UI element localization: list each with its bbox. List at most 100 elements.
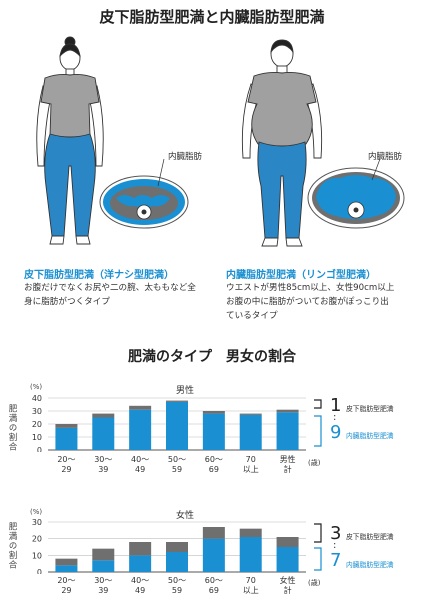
ratio-visceral-female: 7: [330, 550, 342, 571]
y-tick-label: 10: [32, 433, 42, 442]
chart-title-male: 男性: [175, 386, 194, 396]
woman-figure: [36, 36, 104, 245]
ratio-label-subcutaneous-male: 皮下脂肪型肥満: [346, 405, 394, 413]
bar-subcutaneous: [55, 558, 78, 566]
visceral-desc-line: お腹の中に脂肪がついてお腹がぽっこり出: [226, 297, 389, 307]
x-tick-label-line: 30～: [94, 455, 113, 464]
x-tick-label: 30～ 39: [89, 576, 117, 596]
subcutaneous-desc-line: お腹だけでなくお尻や二の腕、太ももなど全: [24, 283, 196, 293]
x-tick-label-line: 60～: [204, 455, 223, 464]
subcutaneous-heading: 皮下脂肪型肥満（洋ナシ型肥満）: [24, 270, 174, 281]
cross-section-visceral: [307, 167, 405, 229]
x-tick-label-line: 39: [98, 465, 109, 474]
x-tick-label-line: 70: [245, 455, 256, 464]
x-tick-label-line: 以上: [242, 586, 259, 595]
bar-subcutaneous: [166, 542, 188, 552]
unit-female: (%): [30, 508, 43, 516]
x-tick-label: 20～ 29: [52, 576, 80, 596]
x-tick-label-line: 49: [135, 586, 146, 595]
x-tick-label-line: 29: [61, 586, 72, 595]
x-tick-label: 70 以上: [237, 576, 265, 596]
xaxis-female: 20～ 29 30～ 39 40～ 49 50～ 59 60～ 69 70 以上 女性計: [0, 576, 424, 598]
x-tick-label-line: 69: [208, 465, 219, 474]
bar-subcutaneous: [92, 548, 115, 561]
y-tick-label: 30: [32, 518, 42, 527]
x-tick-label: 60～ 69: [200, 455, 228, 475]
x-tick-label-line: 59: [171, 465, 183, 474]
ratio-bracket-male: [314, 399, 322, 447]
visceral-desc-line: ているタイプ: [226, 311, 278, 321]
bar-subcutaneous: [202, 527, 225, 539]
y-tick-label: 10: [32, 551, 42, 560]
x-tick-label-line: 計: [283, 465, 292, 474]
chart-title-female: 女性: [175, 511, 194, 521]
y-tick-label: 20: [32, 420, 42, 429]
bar-subcutaneous: [55, 424, 78, 428]
ratio-bracket-female: [314, 523, 322, 571]
x-tick-label-line: 計: [283, 586, 292, 595]
bar-visceral: [92, 417, 115, 450]
bar-subcutaneous: [129, 405, 152, 410]
subcutaneous-desc-line: 身に脂肪がつくタイプ: [24, 297, 110, 307]
bar-subcutaneous: [239, 413, 262, 415]
page-title: 皮下脂肪型肥満と内臓脂肪型肥満: [99, 8, 325, 26]
ratio-visceral-male: 9: [330, 422, 342, 443]
unit-male: (%): [30, 383, 43, 391]
x-tick-label: 70 以上: [237, 455, 265, 475]
x-tick-label-line: 70: [245, 576, 256, 585]
bar-subcutaneous: [92, 413, 115, 418]
age-unit-male: (歳): [308, 459, 321, 467]
ratio-colon-male: :: [333, 412, 337, 423]
x-tick-label-line: 以上: [242, 465, 259, 474]
callout-visceral-fat-right: 内臓脂肪: [368, 152, 403, 162]
y-tick-label: 30: [32, 407, 42, 416]
x-tick-label-line: 50～: [167, 576, 187, 585]
x-tick-label-line: 40～: [131, 455, 150, 464]
x-tick-label: 男性計: [274, 455, 302, 475]
age-unit-female: (歳): [308, 579, 321, 587]
x-tick-label-line: 59: [171, 586, 183, 595]
x-tick-label-line: 60～: [204, 576, 223, 585]
bar-visceral: [239, 414, 262, 450]
x-tick-label: 30～ 39: [89, 455, 117, 475]
ylabel-male: 肥満の割合: [7, 404, 17, 452]
chart-female: 0 10 20 30: [32, 518, 306, 574]
bar-visceral: [55, 565, 78, 572]
bar-subcutaneous: [276, 537, 299, 547]
bar-visceral: [92, 560, 115, 572]
chart-male: 0 10 20 30 40: [32, 394, 306, 452]
bar-visceral: [276, 547, 299, 572]
y-tick-label: 40: [32, 394, 42, 403]
y-tick-label: 0: [37, 568, 42, 574]
visceral-heading: 内臓脂肪型肥満（リンゴ型肥満）: [226, 270, 376, 281]
x-tick-label-line: 39: [98, 586, 109, 595]
callout-visceral-fat-left: 内臓脂肪: [168, 152, 203, 162]
x-tick-label-line: 49: [135, 465, 146, 474]
x-tick-label-line: 男性: [279, 455, 296, 464]
ylabel-female: 肥満の割合: [7, 522, 17, 570]
x-tick-label-line: 女性: [279, 576, 296, 585]
bar-visceral: [55, 427, 78, 450]
y-tick-label: 20: [32, 535, 42, 544]
ratio-subcutaneous-female: 3: [330, 523, 342, 544]
bar-visceral: [202, 413, 225, 450]
bar-visceral: [239, 537, 262, 572]
visceral-description: ウエストが男性85cm以上、女性90cm以上 お腹の中に脂肪がついてお腹がぽっこ…: [226, 281, 394, 323]
x-tick-label-line: 30～: [94, 576, 113, 585]
bar-visceral: [166, 401, 188, 450]
x-tick-label: 50～ 59: [163, 576, 191, 596]
bar-visceral: [129, 409, 152, 450]
x-tick-label: 60～ 69: [200, 576, 228, 596]
bar-subcutaneous: [276, 409, 299, 413]
x-tick-label: 50～ 59: [163, 455, 191, 475]
x-tick-label-line: 29: [61, 465, 72, 474]
obesity-illustration: [36, 36, 405, 247]
x-tick-label-line: 40～: [131, 576, 150, 585]
y-tick-label: 0: [37, 446, 42, 452]
ratio-subcutaneous-male: 1: [330, 395, 342, 416]
bar-subcutaneous: [202, 411, 225, 414]
bar-visceral: [276, 412, 299, 450]
ratio-colon-female: :: [333, 540, 337, 551]
visceral-desc-line: ウエストが男性85cm以上、女性90cm以上: [226, 283, 395, 293]
x-tick-label-line: 69: [208, 586, 219, 595]
